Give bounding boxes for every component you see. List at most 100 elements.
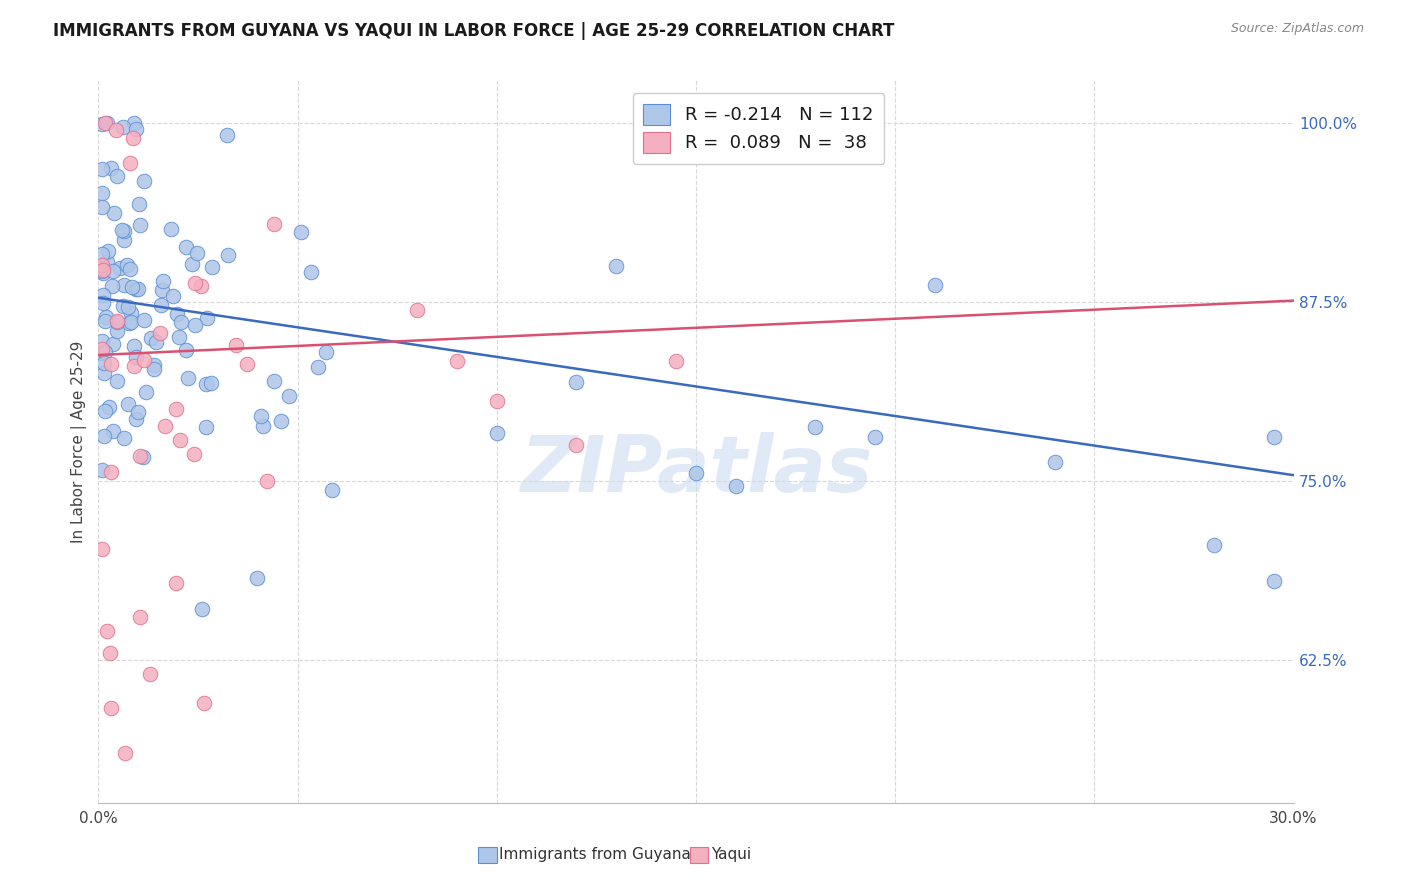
Point [122, 339, 145, 353]
Point [128, 449, 150, 463]
Point [565, 438, 588, 452]
Point [91, 343, 114, 357]
Point [190, 279, 212, 293]
Point [91, 200, 114, 214]
Point [121, 280, 143, 294]
Point [105, 315, 128, 329]
Point [93, 429, 115, 443]
Point [139, 667, 162, 681]
Point [124, 121, 146, 136]
Point [250, 409, 273, 424]
Point [290, 225, 312, 239]
Point [201, 260, 224, 274]
Point [120, 156, 142, 170]
Point [1202, 538, 1225, 552]
Point [93, 367, 115, 381]
Point [91, 346, 114, 360]
Point [112, 277, 135, 292]
Point [91, 463, 114, 477]
Legend: R = -0.214   N = 112, R =  0.089   N =  38: R = -0.214 N = 112, R = 0.089 N = 38 [633, 93, 884, 163]
Point [111, 299, 134, 313]
Point [215, 128, 238, 142]
Text: IMMIGRANTS FROM GUYANA VS YAQUI IN LABOR FORCE | AGE 25-29 CORRELATION CHART: IMMIGRANTS FROM GUYANA VS YAQUI IN LABOR… [53, 22, 894, 40]
Point [111, 222, 134, 236]
Point [97, 244, 120, 258]
Point [128, 196, 150, 211]
Point [91, 295, 114, 310]
Point [94, 314, 117, 328]
Point [446, 354, 468, 368]
Point [195, 420, 218, 434]
Point [1263, 430, 1285, 444]
Point [263, 217, 285, 231]
Point [170, 315, 193, 329]
Point [277, 389, 299, 403]
Point [122, 116, 145, 130]
Point [91, 117, 114, 131]
Point [184, 277, 207, 291]
Point [112, 120, 135, 135]
Point [107, 169, 129, 183]
Point [125, 282, 148, 296]
Point [169, 434, 191, 448]
Point [804, 419, 827, 434]
Point [96, 310, 118, 324]
Point [145, 334, 167, 349]
Point [127, 282, 149, 296]
Point [256, 474, 278, 488]
Point [193, 696, 215, 710]
Point [169, 330, 191, 344]
Point [132, 352, 155, 367]
Point [105, 375, 128, 389]
Point [112, 233, 135, 247]
Point [174, 240, 197, 254]
Point [94, 345, 117, 359]
Point [160, 222, 183, 236]
Point [120, 315, 142, 329]
Point [263, 374, 285, 388]
Point [129, 218, 152, 232]
Point [195, 377, 218, 392]
Point [118, 316, 141, 330]
Point [94, 116, 117, 130]
Point [100, 700, 122, 714]
Point [724, 479, 747, 493]
Point [166, 307, 188, 321]
Point [132, 174, 155, 188]
Point [197, 311, 219, 326]
Point [122, 359, 145, 373]
Point [225, 338, 247, 352]
Point [315, 345, 337, 359]
Point [149, 297, 172, 311]
Point [101, 264, 124, 278]
Point [183, 447, 205, 461]
Point [127, 405, 149, 419]
Point [200, 376, 222, 390]
Point [485, 425, 508, 440]
Point [107, 324, 129, 338]
Point [100, 465, 122, 479]
Point [924, 277, 946, 292]
Point [105, 123, 128, 137]
Point [191, 602, 214, 616]
Point [176, 370, 198, 384]
Bar [690, 847, 709, 863]
Point [100, 357, 122, 371]
Point [107, 314, 129, 328]
Point [91, 263, 114, 277]
Point [91, 266, 114, 280]
Point [124, 411, 146, 425]
Point [93, 355, 115, 369]
Point [270, 414, 292, 428]
Point [110, 260, 132, 275]
Point [96, 116, 118, 130]
Point [98, 646, 121, 660]
Point [406, 303, 429, 318]
Point [117, 300, 139, 314]
Point [91, 541, 114, 556]
Point [98, 400, 121, 414]
Point [183, 318, 205, 332]
Point [135, 385, 157, 400]
Point [91, 334, 114, 348]
Point [149, 326, 172, 341]
